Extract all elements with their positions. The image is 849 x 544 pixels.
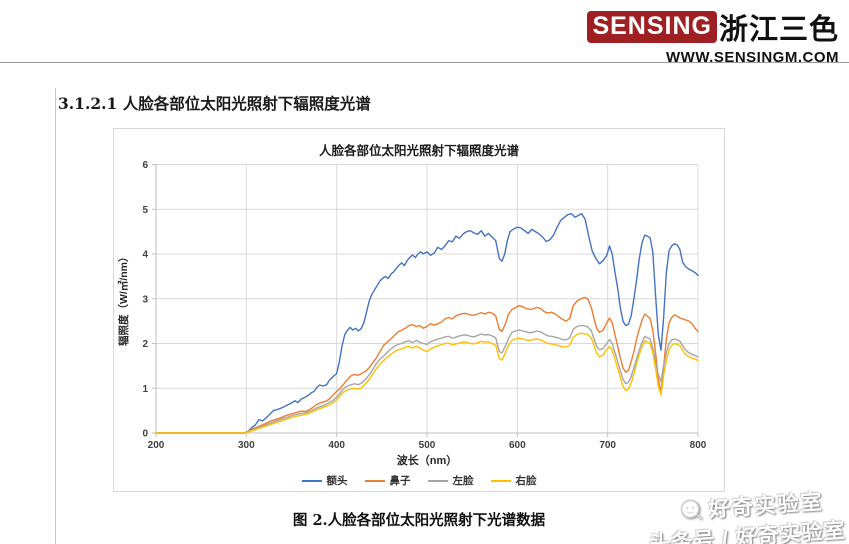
legend-swatch xyxy=(427,479,448,482)
x-tick-label: 400 xyxy=(328,440,345,451)
x-tick-label: 600 xyxy=(509,440,526,451)
x-tick-label: 300 xyxy=(238,440,255,451)
brand-website: WWW.SENSINGM.COM xyxy=(666,49,839,66)
series-line-左脸 xyxy=(155,324,699,434)
legend-swatch xyxy=(490,479,511,482)
y-tick-label: 3 xyxy=(142,294,148,305)
watermark: 好奇实验室 头条号 / 好奇实验室 xyxy=(647,484,849,544)
chart-canvas: 0 1 2 3 4 5 6 200 300 400 500 600 700 800 波长（nm） 辐照度（W/… xyxy=(117,160,707,467)
legend-swatch xyxy=(364,479,385,482)
y-tick-label: 0 xyxy=(142,429,148,440)
brand-logo-row: SENSING 浙江三色 xyxy=(587,6,839,48)
brand-logo: SENSING 浙江三色 WWW.SENSINGM.COM xyxy=(587,6,839,66)
y-tick-label: 2 xyxy=(142,339,148,350)
legend-item-左脸: 左脸 xyxy=(427,473,474,488)
legend-label: 鼻子 xyxy=(389,475,411,487)
legend-label: 额头 xyxy=(326,475,348,487)
legend-item-鼻子: 鼻子 xyxy=(364,473,411,488)
y-tick-label: 6 xyxy=(142,160,148,171)
magnifier-face-icon xyxy=(680,499,703,520)
x-tick-label: 200 xyxy=(148,440,165,451)
series-line-右脸 xyxy=(155,332,699,434)
y-tick-label: 1 xyxy=(142,384,148,395)
header-divider-line xyxy=(0,62,849,63)
x-tick-label: 700 xyxy=(599,440,616,451)
legend-label: 右脸 xyxy=(515,475,537,487)
x-axis-title: 波长（nm） xyxy=(397,453,458,467)
chart-title: 人脸各部位太阳光照射下辐照度光谱 xyxy=(318,143,519,158)
brand-name-chinese: 浙江三色 xyxy=(718,14,839,46)
series-line-额头 xyxy=(155,212,699,434)
series-line-鼻子 xyxy=(155,296,699,434)
chart-legend: 额头 鼻子 左脸 右脸 xyxy=(114,473,724,488)
page-left-border-line xyxy=(55,88,56,544)
legend-swatch xyxy=(301,479,322,482)
section-title: 3.1.2.1 人脸各部位太阳光照射下辐照度光谱 xyxy=(58,94,371,113)
sensing-logo-badge: SENSING xyxy=(587,11,717,43)
x-tick-label: 500 xyxy=(419,440,436,451)
irradiance-chart: 人脸各部位太阳光照射下辐照度光谱 0 1 2 3 4 5 6 200 300 400 500 600 7… xyxy=(113,128,725,492)
figure-caption: 图 2.人脸各部位太阳光照射下光谱数据 xyxy=(292,512,546,529)
y-tick-label: 4 xyxy=(142,250,148,261)
legend-item-右脸: 右脸 xyxy=(490,473,537,488)
y-tick-label: 5 xyxy=(142,205,148,216)
legend-item-额头: 额头 xyxy=(301,473,348,488)
legend-label: 左脸 xyxy=(452,475,474,487)
watermark-line1: 好奇实验室 xyxy=(647,484,847,528)
y-axis-title: 辐照度（W/㎡/nm） xyxy=(117,252,130,347)
x-tick-label: 800 xyxy=(690,440,707,451)
